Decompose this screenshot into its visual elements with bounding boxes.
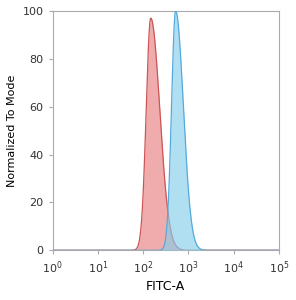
X-axis label: FITC-A: FITC-A: [146, 280, 185, 293]
Y-axis label: Normalized To Mode: Normalized To Mode: [7, 74, 17, 187]
